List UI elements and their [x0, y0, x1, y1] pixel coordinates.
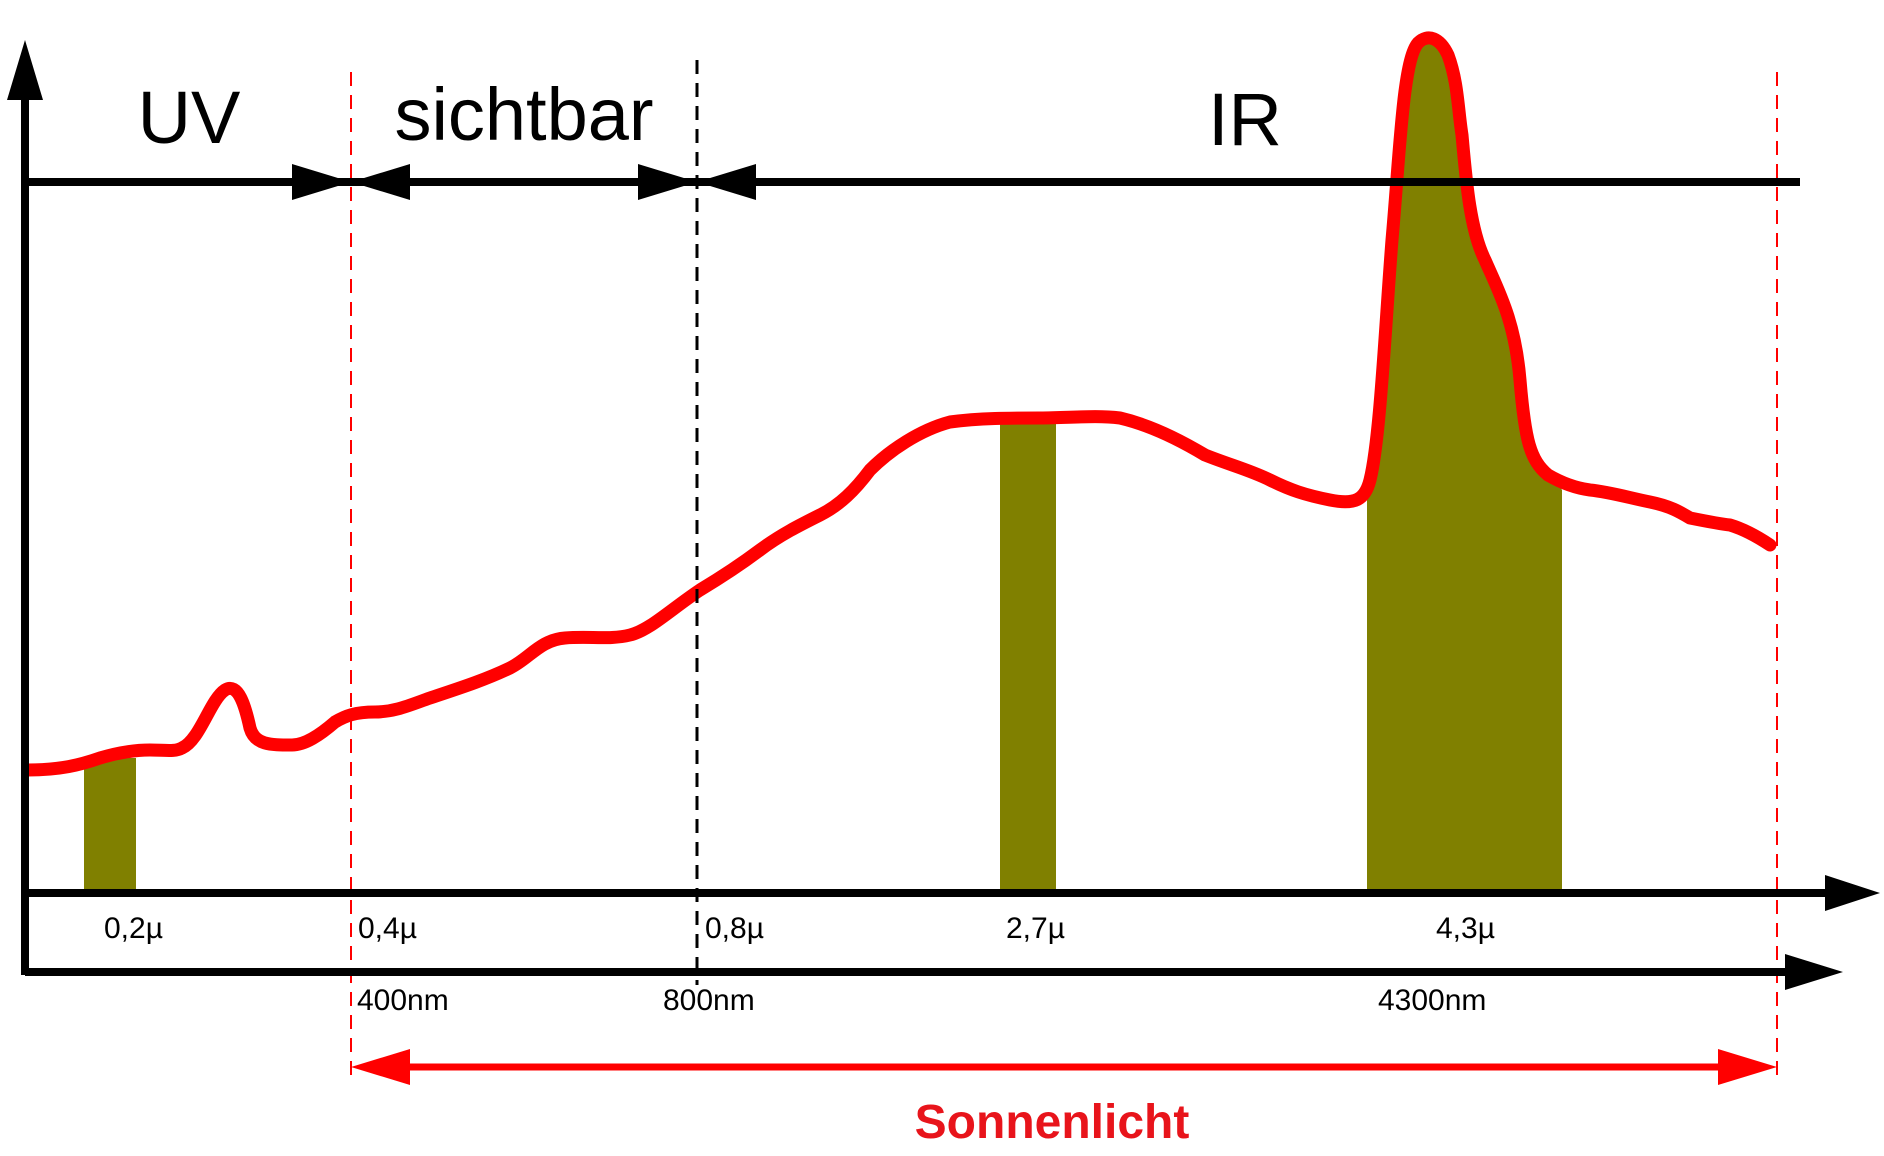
region-label-uv: UV	[138, 76, 241, 159]
tick-micron-4-3: 4,3µ	[1436, 912, 1495, 945]
region-label-visible: sichtbar	[394, 73, 653, 156]
sunlight-span-arrow	[351, 1049, 1777, 1085]
band-2-7	[1000, 420, 1056, 893]
band-0-2	[84, 758, 136, 893]
sunlight-label: Sonnenlicht	[915, 1096, 1190, 1149]
x-axis-nm	[25, 954, 1843, 990]
x-axis-micron	[25, 875, 1880, 911]
tick-micron-0-4: 0,4µ	[358, 912, 417, 945]
tick-nm-400: 400nm	[357, 984, 449, 1017]
spectrum-curve	[21, 31, 1777, 777]
y-axis	[7, 40, 43, 975]
tick-micron-0-8: 0,8µ	[705, 912, 764, 945]
tick-micron-0-2: 0,2µ	[104, 912, 163, 945]
region-label-ir: IR	[1208, 78, 1282, 161]
absorption-bands	[84, 37, 1562, 893]
tick-micron-2-7: 2,7µ	[1006, 912, 1065, 945]
region-arrows	[25, 164, 1800, 200]
tick-nm-4300: 4300nm	[1378, 984, 1486, 1017]
tick-nm-800: 800nm	[663, 984, 755, 1017]
band-4-3	[1367, 37, 1562, 893]
